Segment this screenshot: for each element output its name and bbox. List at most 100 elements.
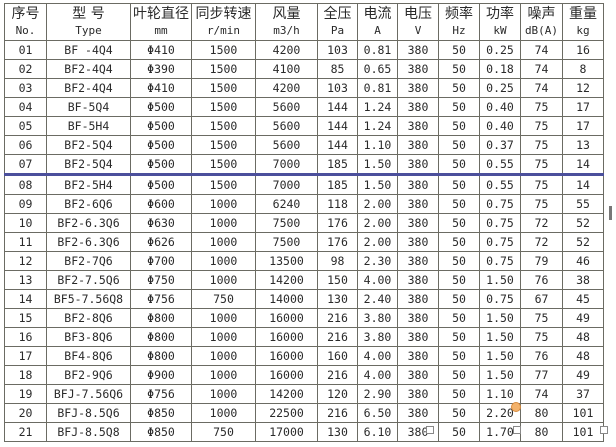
column-header: 频率 Hz: [438, 3, 480, 41]
table-cell: 380: [397, 194, 439, 214]
table-cell: 380: [397, 403, 439, 423]
table-cell: BF2-7.5Q6: [46, 270, 131, 290]
table-cell: 5600: [255, 135, 318, 155]
table-cell: 1500: [191, 135, 256, 155]
table-cell: 1000: [191, 251, 256, 271]
table-cell: 0.75: [479, 194, 521, 214]
table-cell: 130: [317, 289, 358, 309]
selection-handle[interactable]: [513, 426, 521, 434]
table-cell: 144: [317, 97, 358, 117]
table-cell: 1.50: [479, 327, 521, 347]
table-cell: Φ500: [130, 154, 192, 176]
table-cell: BF2-4Q4: [46, 59, 131, 79]
table-cell: 101: [562, 422, 604, 442]
table-cell: 14000: [255, 289, 318, 309]
table-cell: 380: [397, 40, 439, 60]
table-cell: 6240: [255, 194, 318, 214]
table-cell: 380: [397, 78, 439, 98]
table-cell: 216: [317, 365, 358, 385]
header-zh: 序号: [11, 6, 40, 22]
table-cell: 02: [4, 59, 47, 79]
table-cell: 80: [520, 422, 563, 442]
header-unit: mm: [154, 24, 168, 37]
table-cell: 50: [438, 174, 480, 195]
table-cell: 380: [397, 251, 439, 271]
table-cell: 50: [438, 289, 480, 309]
table-row: 07 BF2-5Q4 Φ500 1500 7000 185 1.50 380 50 0.55 75 1…: [4, 154, 604, 176]
selection-handle[interactable]: [600, 426, 608, 434]
table-cell: 176: [317, 213, 358, 233]
rotation-handle[interactable]: [511, 402, 521, 412]
table-cell: 75: [520, 135, 563, 155]
table-cell: 1.50: [479, 308, 521, 328]
table-cell: 50: [438, 40, 480, 60]
table-cell: 06: [4, 135, 47, 155]
table-row: 21 BFJ-8.5Q8 Φ850 750 17000 130 6.10 380 50 1.70 8…: [4, 422, 604, 442]
table-cell: 13: [4, 270, 47, 290]
header-unit: m3/h: [273, 24, 300, 37]
table-cell: 5600: [255, 116, 318, 136]
table-cell: 0.37: [479, 135, 521, 155]
table-cell: 1.50: [479, 365, 521, 385]
table-cell: 380: [397, 135, 439, 155]
header-unit: No.: [15, 24, 36, 37]
table-cell: Φ800: [130, 308, 192, 328]
table-cell: 0.75: [479, 232, 521, 252]
table-cell: 5600: [255, 97, 318, 117]
table-cell: Φ756: [130, 289, 192, 309]
table-cell: 103: [317, 40, 358, 60]
column-header: 同步转速 r/min: [191, 3, 256, 41]
header-unit: V: [414, 24, 422, 37]
table-cell: 1500: [191, 97, 256, 117]
table-cell: 2.20: [479, 403, 521, 423]
selection-handle[interactable]: [426, 426, 434, 434]
table-cell: 79: [520, 251, 563, 271]
table-cell: 4200: [255, 78, 318, 98]
table-row: 18 BF2-9Q6 Φ900 1000 16000 216 4.00 380 50 1.50 77…: [4, 365, 604, 385]
table-cell: 14200: [255, 384, 318, 404]
table-row: 19 BFJ-7.56Q6 Φ756 1000 14200 120 2.90 380 50 1.1…: [4, 384, 604, 404]
table-cell: 2.40: [357, 289, 398, 309]
table-cell: Φ500: [130, 97, 192, 117]
header-unit: r/min: [206, 24, 241, 37]
table-cell: 216: [317, 308, 358, 328]
table-cell: 1.10: [479, 384, 521, 404]
table-row: 02 BF2-4Q4 Φ390 1500 4100 85 0.65 380 50 0.18 74 8: [4, 59, 604, 79]
table-cell: 14: [4, 289, 47, 309]
table-cell: 1.10: [357, 135, 398, 155]
table-cell: 13: [562, 135, 604, 155]
table-cell: 1.50: [357, 174, 398, 195]
table-cell: 1.70: [479, 422, 521, 442]
table-row: 03 BF2-4Q4 Φ410 1500 4200 103 0.81 380 50 0.25 74 1…: [4, 78, 604, 98]
table-cell: 0.55: [479, 174, 521, 195]
table-row: 11 BF2-6.3Q6 Φ626 1000 7500 176 2.00 380 50 0.75 7…: [4, 232, 604, 252]
table-cell: Φ900: [130, 365, 192, 385]
table-cell: 1000: [191, 346, 256, 366]
scrollbar-handle[interactable]: [609, 206, 612, 220]
table-cell: 0.18: [479, 59, 521, 79]
table-cell: Φ630: [130, 213, 192, 233]
column-header: 电压 V: [397, 3, 439, 41]
table-cell: 380: [397, 59, 439, 79]
table-cell: 50: [438, 384, 480, 404]
header-zh: 电流: [363, 6, 392, 22]
table-cell: 1500: [191, 154, 256, 176]
table-cell: 16000: [255, 308, 318, 328]
table-cell: 6.50: [357, 403, 398, 423]
table-cell: 50: [438, 365, 480, 385]
table-cell: 12: [4, 251, 47, 271]
table-cell: 17: [562, 116, 604, 136]
table-cell: 6.10: [357, 422, 398, 442]
table-cell: 380: [397, 308, 439, 328]
table-cell: 1.50: [479, 346, 521, 366]
table-cell: 4200: [255, 40, 318, 60]
table-cell: 67: [520, 289, 563, 309]
table-cell: 17: [4, 346, 47, 366]
table-cell: 144: [317, 116, 358, 136]
column-header: 电流 A: [357, 3, 398, 41]
table-cell: BF2-6Q6: [46, 194, 131, 214]
table-cell: BF3-8Q6: [46, 327, 131, 347]
table-cell: 1000: [191, 270, 256, 290]
table-cell: Φ626: [130, 232, 192, 252]
column-header: 序号 No.: [4, 3, 47, 41]
